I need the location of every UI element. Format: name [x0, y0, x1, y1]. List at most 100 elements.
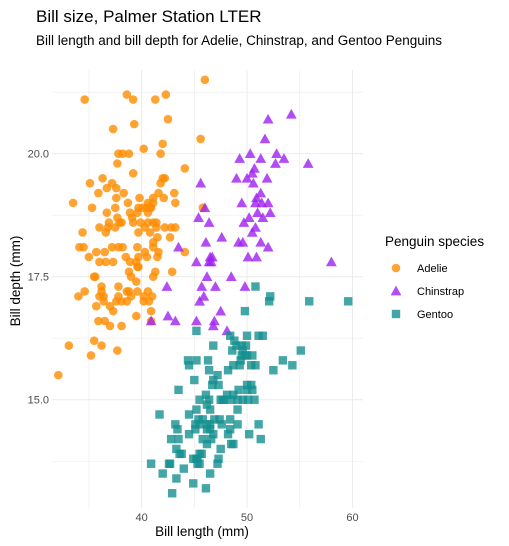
data-point-gentoo — [202, 439, 212, 449]
data-point-gentoo — [205, 420, 215, 429]
data-point-chinstrap — [231, 172, 242, 183]
data-point-gentoo — [235, 361, 244, 370]
data-point-chinstrap — [145, 315, 157, 326]
data-point-gentoo — [237, 341, 246, 350]
data-point-adelie — [167, 267, 177, 277]
data-point-gentoo — [209, 341, 218, 350]
data-point-chinstrap — [246, 227, 258, 237]
data-point-adelie — [68, 198, 78, 208]
data-point-adelie — [91, 301, 101, 311]
legend-title: Penguin species — [385, 234, 484, 249]
x-tick-label: 50 — [241, 512, 253, 524]
data-point-gentoo — [305, 297, 314, 306]
legend-key-adelie — [391, 263, 401, 273]
data-point-adelie — [97, 282, 106, 291]
data-point-gentoo — [248, 351, 257, 360]
data-point-gentoo — [158, 469, 167, 478]
data-point-gentoo — [214, 454, 223, 463]
data-point-gentoo — [223, 366, 233, 375]
data-point-chinstrap — [242, 251, 254, 262]
data-point-gentoo — [184, 429, 194, 439]
data-point-gentoo — [205, 469, 215, 478]
data-point-adelie — [87, 203, 97, 213]
data-point-chinstrap — [255, 236, 267, 247]
data-point-adelie — [79, 242, 88, 252]
data-point-gentoo — [288, 361, 297, 370]
data-point-gentoo — [242, 351, 252, 360]
data-point-gentoo — [254, 420, 263, 429]
data-point-chinstrap — [199, 202, 211, 213]
data-point-gentoo — [214, 380, 223, 390]
data-point-adelie — [105, 321, 115, 331]
data-point-gentoo — [296, 346, 305, 355]
data-point-gentoo — [223, 429, 233, 439]
data-point-chinstrap — [249, 163, 260, 173]
data-point-gentoo — [216, 444, 225, 454]
data-point-chinstrap — [191, 315, 202, 326]
data-point-chinstrap — [200, 236, 212, 247]
data-point-adelie — [94, 316, 103, 326]
data-point-adelie — [160, 223, 170, 232]
data-point-gentoo — [206, 434, 216, 444]
data-point-adelie — [117, 321, 126, 331]
data-point-gentoo — [232, 341, 241, 350]
data-point-gentoo — [264, 297, 274, 306]
data-point-chinstrap — [247, 177, 259, 188]
data-point-adelie — [124, 149, 134, 158]
data-point-gentoo — [241, 341, 251, 350]
data-point-chinstrap — [196, 281, 208, 291]
data-point-gentoo — [244, 429, 254, 439]
data-point-gentoo — [192, 405, 201, 414]
data-point-adelie — [85, 178, 95, 188]
data-point-gentoo — [189, 479, 198, 488]
data-point-adelie — [54, 370, 63, 380]
x-tick-label: 40 — [135, 512, 147, 524]
data-point-gentoo — [190, 375, 199, 385]
data-point-chinstrap — [237, 236, 249, 247]
data-point-adelie — [84, 252, 94, 262]
data-point-chinstrap — [251, 192, 262, 203]
data-point-gentoo — [227, 395, 236, 404]
data-point-chinstrap — [206, 251, 218, 262]
legend-key-gentoo — [391, 309, 401, 319]
data-point-adelie — [169, 188, 179, 198]
data-point-gentoo — [166, 434, 176, 444]
data-point-gentoo — [174, 434, 183, 444]
series-gentoo — [146, 282, 353, 498]
data-point-chinstrap — [241, 172, 253, 183]
data-point-gentoo — [184, 410, 194, 419]
data-point-adelie — [123, 198, 133, 208]
data-point-adelie — [161, 90, 171, 99]
data-point-gentoo — [197, 449, 206, 459]
data-point-gentoo — [171, 420, 180, 429]
data-point-adelie — [118, 242, 127, 252]
data-point-chinstrap — [195, 177, 207, 188]
data-point-chinstrap — [234, 153, 246, 163]
data-point-chinstrap — [262, 113, 274, 124]
data-point-adelie — [200, 75, 210, 85]
data-point-gentoo — [195, 459, 204, 468]
data-point-chinstrap — [173, 241, 184, 252]
data-point-adelie — [99, 292, 108, 301]
data-point-adelie — [171, 198, 180, 208]
data-point-gentoo — [266, 292, 275, 301]
data-point-adelie — [153, 233, 162, 242]
data-point-chinstrap — [264, 207, 276, 218]
data-point-adelie — [163, 114, 173, 124]
data-point-adelie — [152, 218, 161, 227]
data-point-gentoo — [198, 434, 207, 444]
data-point-gentoo — [240, 306, 250, 316]
y-axis-ticks: 15.0 17.5 20.0 — [28, 149, 49, 407]
data-point-adelie — [147, 292, 157, 301]
data-point-gentoo — [174, 385, 183, 395]
data-point-adelie — [135, 193, 144, 203]
data-point-gentoo — [173, 425, 182, 434]
data-point-chinstrap — [198, 290, 210, 301]
data-point-adelie — [128, 95, 138, 104]
data-point-gentoo — [248, 385, 257, 395]
data-point-gentoo — [229, 439, 238, 449]
data-point-gentoo — [205, 425, 215, 434]
legend-label-gentoo: Gentoo — [417, 309, 453, 321]
data-point-adelie — [171, 223, 180, 232]
data-point-adelie — [132, 311, 141, 321]
